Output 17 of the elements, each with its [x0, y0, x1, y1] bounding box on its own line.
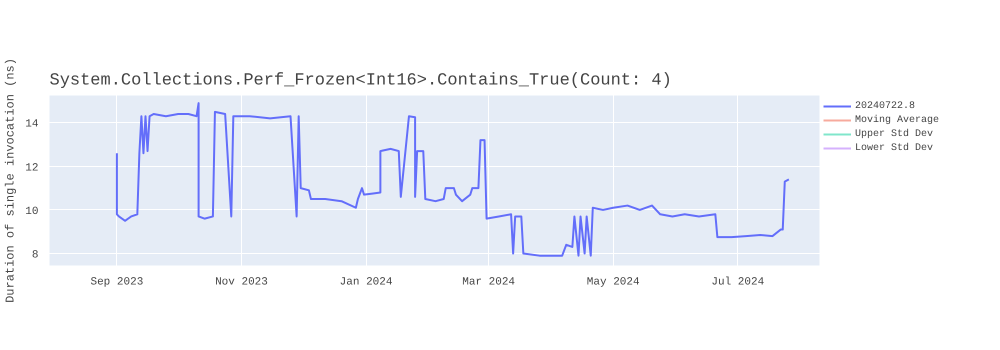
chart-title: System.Collections.Perf_Frozen<Int16>.Contains_True(Count: 4) — [50, 72, 672, 90]
x-tick-label: Nov 2023 — [215, 276, 268, 288]
y-tick-label: 8 — [32, 250, 39, 262]
y-axis-title: Duration of single invocation (ns) — [3, 58, 18, 303]
line-series — [116, 102, 790, 257]
y-tick-label: 10 — [25, 206, 38, 218]
x-tick-label: Sep 2023 — [90, 276, 144, 288]
x-tick-label: Mar 2024 — [462, 276, 516, 288]
x-tick-label: Jan 2024 — [340, 276, 393, 288]
legend-label: Lower Std Dev — [855, 142, 934, 154]
legend-label: Upper Std Dev — [855, 128, 934, 140]
legend-label: 20240722.8 — [855, 100, 916, 112]
x-tick-label: May 2024 — [586, 276, 640, 288]
y-tick-label: 12 — [25, 162, 38, 174]
x-tick-label: Jul 2024 — [711, 276, 765, 288]
legend-label: Moving Average — [855, 114, 940, 126]
y-tick-label: 14 — [25, 118, 39, 131]
